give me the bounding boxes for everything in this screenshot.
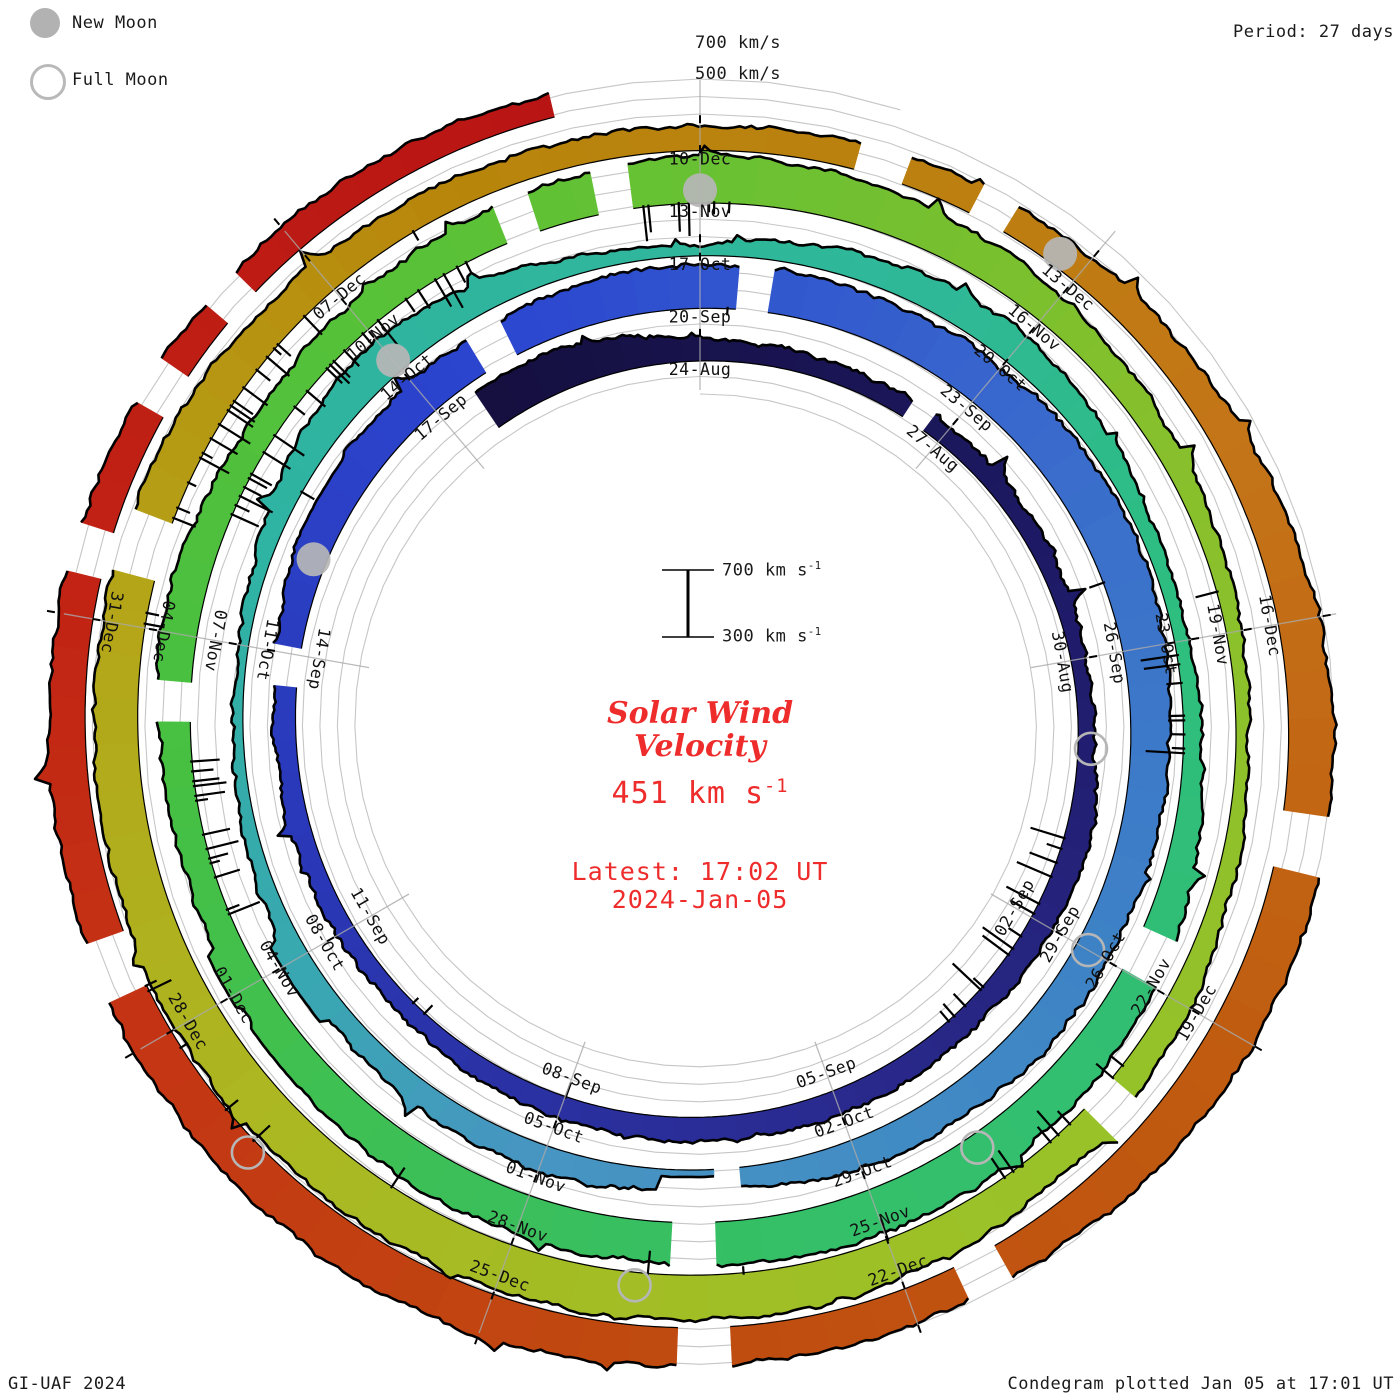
full-moon-icon (30, 64, 66, 100)
latest-date-label: 2024-Jan-05 (611, 885, 789, 914)
moon-markers (230, 173, 1109, 1303)
chart-title-line2: Velocity (634, 729, 766, 764)
date-label: 24-Aug (669, 360, 732, 379)
chart-title: Solar Wind Velocity (607, 697, 793, 763)
date-label: 10-Dec (669, 150, 732, 169)
tick-marks (46, 115, 1331, 1345)
outer-axis-700-label: 700 km/s (695, 33, 781, 53)
scale-bar (662, 569, 714, 638)
full-moon-marker (1073, 731, 1109, 767)
credit-label: GI-UAF 2024 (8, 1374, 127, 1394)
scale-700-label: 700 km s-1 (722, 560, 822, 581)
data-curve (33, 91, 1338, 1372)
new-moon-marker (683, 173, 717, 208)
period-label: Period: 27 days (1232, 22, 1394, 42)
new-moon-marker (296, 542, 331, 577)
dip-spikes (143, 201, 1219, 1276)
full-moon-marker (1070, 932, 1106, 968)
legend-new-moon-label: New Moon (72, 13, 158, 33)
legend-full-moon-label: Full Moon (72, 70, 169, 90)
full-moon-marker (617, 1267, 652, 1303)
date-label: 07-Nov (201, 608, 231, 673)
plotted-label: Condegram plotted Jan 05 at 17:01 UT (1007, 1374, 1394, 1394)
scale-300-label: 300 km s-1 (722, 626, 822, 647)
new-moon-marker (376, 343, 411, 378)
date-label: 17-Oct (669, 255, 732, 274)
new-moon-marker (1043, 236, 1078, 271)
date-label: 11-Oct (253, 617, 283, 682)
full-moon-marker (230, 1135, 266, 1170)
latest-time-label: Latest: 17:02 UT (571, 857, 829, 886)
current-velocity-value: 451 km s-1 (611, 776, 789, 811)
date-label: 13-Nov (669, 202, 732, 221)
new-moon-icon (30, 8, 60, 38)
date-label: 14-Sep (305, 626, 335, 691)
outer-axis-500-label: 500 km/s (695, 64, 781, 84)
date-label: 20-Sep (669, 307, 732, 326)
chart-title-line1: Solar Wind (606, 696, 794, 731)
full-moon-marker (959, 1130, 995, 1165)
